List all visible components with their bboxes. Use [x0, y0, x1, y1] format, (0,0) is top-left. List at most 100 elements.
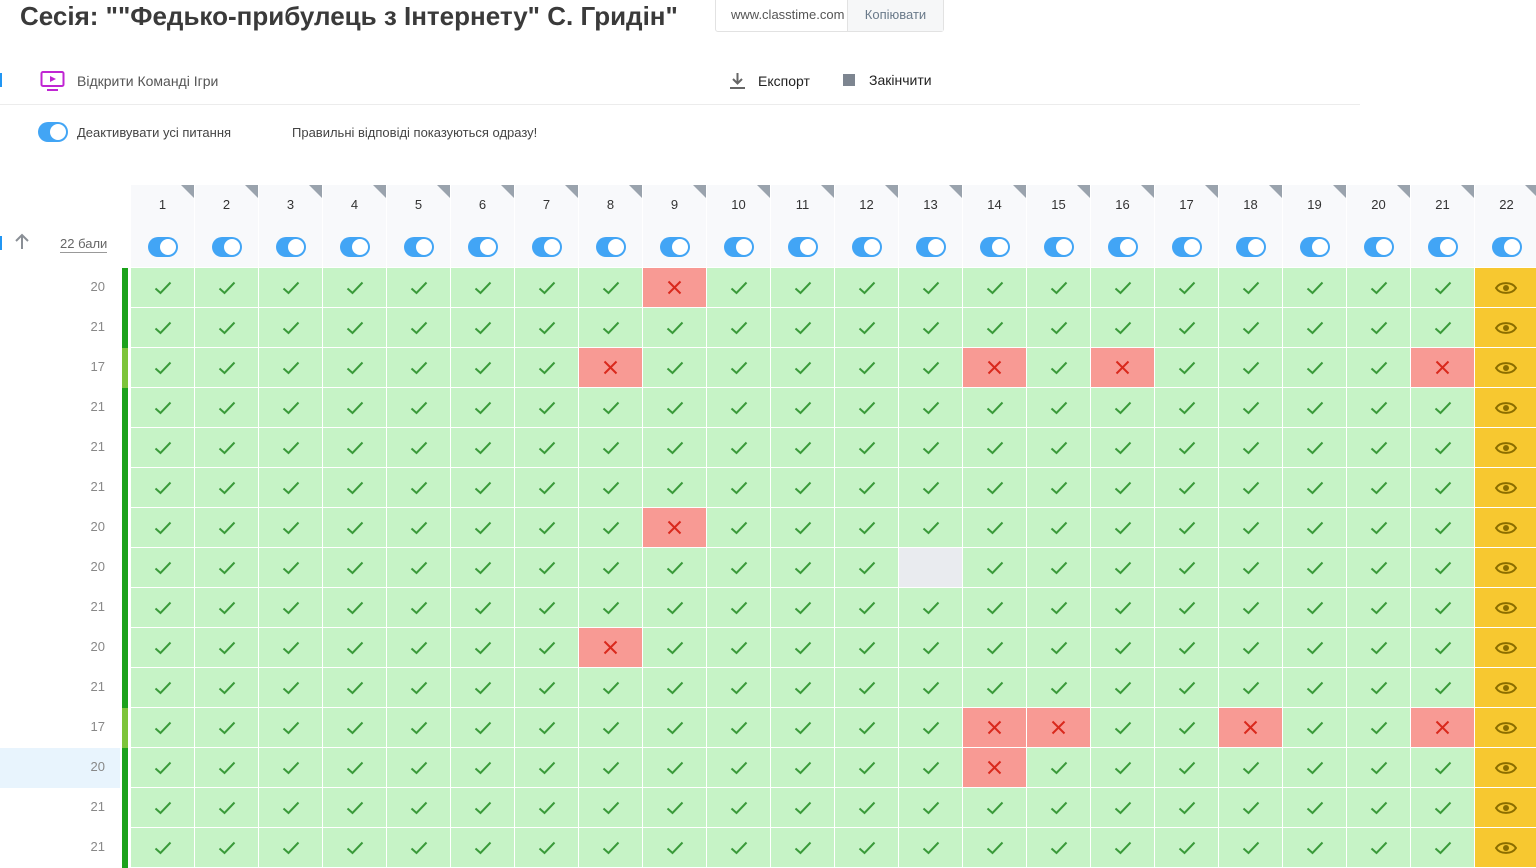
question-active-toggle[interactable]	[212, 237, 242, 257]
answer-cell-correct[interactable]	[195, 668, 259, 708]
answer-cell-correct[interactable]	[899, 468, 963, 508]
answer-cell-correct[interactable]	[835, 708, 899, 748]
answer-cell-correct[interactable]	[451, 348, 515, 388]
answer-cell-correct[interactable]	[387, 308, 451, 348]
answer-cell-correct[interactable]	[195, 548, 259, 588]
answer-cell-correct[interactable]	[1091, 788, 1155, 828]
answer-cell-correct[interactable]	[1219, 268, 1283, 308]
answer-cell-wrong[interactable]	[1411, 708, 1475, 748]
answer-cell-correct[interactable]	[899, 708, 963, 748]
answer-cell-correct[interactable]	[1347, 548, 1411, 588]
question-active-toggle[interactable]	[148, 237, 178, 257]
sort-arrow-up-icon[interactable]	[12, 232, 32, 257]
export-button[interactable]: Експорт	[729, 72, 810, 90]
answer-cell-correct[interactable]	[1219, 588, 1283, 628]
answer-cell-correct[interactable]	[387, 828, 451, 868]
answer-cell-correct[interactable]	[1411, 748, 1475, 788]
answer-cell-correct[interactable]	[1091, 428, 1155, 468]
total-points-header[interactable]: 22 бали	[60, 236, 108, 253]
answer-cell-correct[interactable]	[387, 508, 451, 548]
answer-cell-correct[interactable]	[643, 748, 707, 788]
answer-cell-correct[interactable]	[899, 588, 963, 628]
finish-button[interactable]: Закінчити	[843, 72, 932, 88]
answer-cell-correct[interactable]	[707, 788, 771, 828]
answer-cell-correct[interactable]	[323, 628, 387, 668]
answer-cell-correct[interactable]	[131, 508, 195, 548]
deactivate-all-toggle[interactable]	[38, 122, 68, 142]
answer-cell-correct[interactable]	[323, 708, 387, 748]
answer-cell-correct[interactable]	[131, 668, 195, 708]
answer-cell-correct[interactable]	[451, 668, 515, 708]
question-active-toggle[interactable]	[532, 237, 562, 257]
answer-cell-correct[interactable]	[963, 548, 1027, 588]
answer-cell-correct[interactable]	[259, 468, 323, 508]
answer-cell-wrong[interactable]	[963, 708, 1027, 748]
answer-cell-correct[interactable]	[451, 788, 515, 828]
answer-cell-correct[interactable]	[1411, 308, 1475, 348]
question-column-header[interactable]: 1	[131, 185, 195, 267]
answer-cell-wrong[interactable]	[579, 348, 643, 388]
question-column-header[interactable]: 15	[1027, 185, 1091, 267]
answer-cell-correct[interactable]	[387, 268, 451, 308]
answer-cell-correct[interactable]	[451, 308, 515, 348]
question-active-toggle[interactable]	[916, 237, 946, 257]
question-column-header[interactable]: 16	[1091, 185, 1155, 267]
answer-cell-correct[interactable]	[899, 308, 963, 348]
answer-cell-correct[interactable]	[1411, 828, 1475, 868]
answer-cell-correct[interactable]	[643, 708, 707, 748]
answer-cell-correct[interactable]	[1219, 668, 1283, 708]
answer-cell-correct[interactable]	[771, 628, 835, 668]
answer-cell-correct[interactable]	[1347, 588, 1411, 628]
answer-cell-correct[interactable]	[259, 548, 323, 588]
answer-cell-correct[interactable]	[131, 588, 195, 628]
student-score[interactable]: 21	[90, 319, 105, 334]
view-answer-cell[interactable]	[1475, 708, 1536, 748]
student-score[interactable]: 20	[0, 748, 120, 788]
answer-cell-correct[interactable]	[515, 468, 579, 508]
answer-cell-correct[interactable]	[1219, 308, 1283, 348]
answer-cell-correct[interactable]	[1411, 628, 1475, 668]
answer-cell-correct[interactable]	[323, 348, 387, 388]
answer-cell-correct[interactable]	[323, 668, 387, 708]
answer-cell-correct[interactable]	[1283, 708, 1347, 748]
question-column-header[interactable]: 10	[707, 185, 771, 267]
answer-cell-correct[interactable]	[1411, 388, 1475, 428]
answer-cell-correct[interactable]	[963, 268, 1027, 308]
answer-cell-correct[interactable]	[1027, 348, 1091, 388]
student-score[interactable]: 21	[90, 799, 105, 814]
answer-cell-correct[interactable]	[1347, 468, 1411, 508]
answer-cell-correct[interactable]	[515, 708, 579, 748]
answer-cell-correct[interactable]	[835, 428, 899, 468]
answer-cell-correct[interactable]	[515, 348, 579, 388]
answer-cell-correct[interactable]	[259, 748, 323, 788]
answer-cell-correct[interactable]	[259, 628, 323, 668]
question-active-toggle[interactable]	[276, 237, 306, 257]
answer-cell-correct[interactable]	[323, 588, 387, 628]
question-column-header[interactable]: 5	[387, 185, 451, 267]
student-score[interactable]: 21	[90, 399, 105, 414]
answer-cell-correct[interactable]	[707, 508, 771, 548]
answer-cell-correct[interactable]	[1027, 428, 1091, 468]
answer-cell-correct[interactable]	[707, 308, 771, 348]
answer-cell-correct[interactable]	[1347, 668, 1411, 708]
answer-cell-correct[interactable]	[515, 628, 579, 668]
question-active-toggle[interactable]	[1428, 237, 1458, 257]
answer-cell-correct[interactable]	[707, 708, 771, 748]
answer-cell-correct[interactable]	[771, 348, 835, 388]
answer-cell-correct[interactable]	[835, 828, 899, 868]
answer-cell-correct[interactable]	[1411, 508, 1475, 548]
answer-cell-correct[interactable]	[1411, 428, 1475, 468]
answer-cell-wrong[interactable]	[1219, 708, 1283, 748]
student-score[interactable]: 21	[90, 439, 105, 454]
answer-cell-correct[interactable]	[1347, 708, 1411, 748]
answer-cell-correct[interactable]	[1155, 708, 1219, 748]
answer-cell-correct[interactable]	[579, 588, 643, 628]
answer-cell-correct[interactable]	[323, 308, 387, 348]
answer-cell-correct[interactable]	[579, 428, 643, 468]
question-column-header[interactable]: 9	[643, 185, 707, 267]
answer-cell-correct[interactable]	[899, 428, 963, 468]
answer-cell-correct[interactable]	[131, 748, 195, 788]
view-answer-cell[interactable]	[1475, 668, 1536, 708]
student-score[interactable]: 20	[90, 279, 105, 294]
question-column-header[interactable]: 8	[579, 185, 643, 267]
